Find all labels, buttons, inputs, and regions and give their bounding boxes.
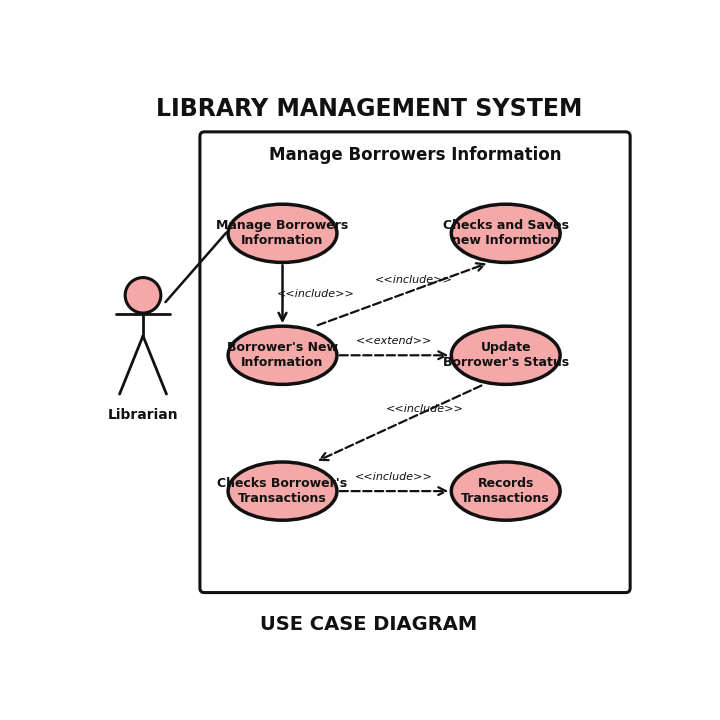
Ellipse shape	[228, 462, 337, 521]
Ellipse shape	[228, 326, 337, 384]
Text: <<include>>: <<include>>	[277, 289, 355, 300]
Text: Manage Borrowers
Information: Manage Borrowers Information	[217, 220, 348, 247]
FancyBboxPatch shape	[200, 132, 630, 593]
Text: <<include>>: <<include>>	[386, 405, 464, 414]
Text: Borrower's New
Information: Borrower's New Information	[227, 341, 338, 369]
Text: Records
Transactions: Records Transactions	[462, 477, 550, 505]
Ellipse shape	[451, 326, 560, 384]
Text: USE CASE DIAGRAM: USE CASE DIAGRAM	[261, 615, 477, 634]
Text: Librarian: Librarian	[108, 408, 179, 422]
Text: Update
Borrower's Status: Update Borrower's Status	[443, 341, 569, 369]
Text: Manage Borrowers Information: Manage Borrowers Information	[269, 146, 562, 164]
Circle shape	[125, 277, 161, 313]
Ellipse shape	[451, 204, 560, 262]
Ellipse shape	[451, 462, 560, 521]
Text: LIBRARY MANAGEMENT SYSTEM: LIBRARY MANAGEMENT SYSTEM	[156, 96, 582, 120]
Text: Checks Borrower's
Transactions: Checks Borrower's Transactions	[217, 477, 348, 505]
Text: <<include>>: <<include>>	[355, 472, 433, 482]
Text: <<include>>: <<include>>	[374, 276, 452, 285]
Ellipse shape	[228, 204, 337, 262]
Text: Checks and Saves
new Informtion: Checks and Saves new Informtion	[443, 220, 569, 247]
Text: <<extend>>: <<extend>>	[356, 336, 432, 346]
